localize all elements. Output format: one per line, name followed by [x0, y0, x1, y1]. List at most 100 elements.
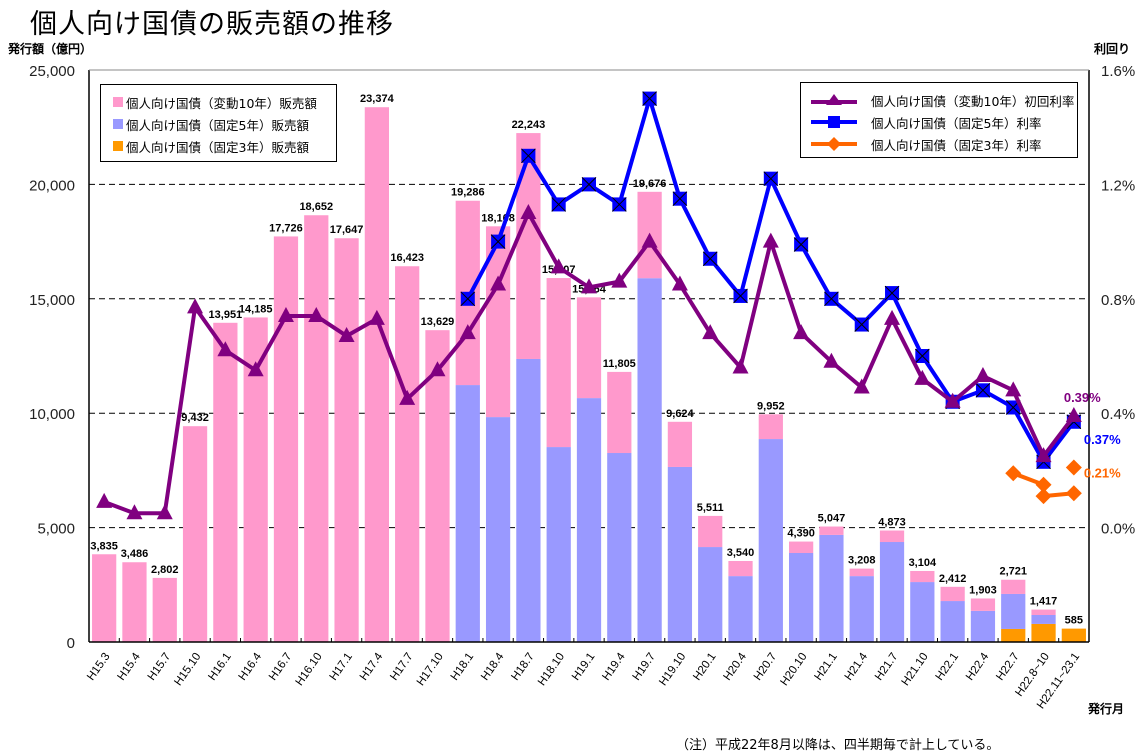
bar-floating10 — [546, 278, 571, 448]
square-marker-cross — [733, 288, 748, 304]
x-tick-label: H17.1 — [328, 651, 355, 683]
left-tick-label: 25,000 — [29, 63, 75, 80]
bar-fixed5 — [940, 601, 965, 642]
x-tick-label: H19.10 — [657, 651, 688, 688]
right-tick-label: 1.2% — [1101, 177, 1135, 194]
x-tick-label: H15.4 — [115, 650, 143, 683]
triangle-marker — [1005, 381, 1022, 397]
right-tick-label: 0.0% — [1101, 521, 1135, 538]
triangle-marker — [459, 324, 476, 340]
x-tick-label: H15.10 — [172, 651, 203, 688]
right-tick-label: 0.8% — [1101, 292, 1135, 309]
bar-floating10 — [152, 577, 177, 642]
bar-value-label: 17,726 — [269, 222, 303, 234]
x-tick-label: H20.10 — [778, 651, 809, 688]
bar-value-label: 19,286 — [451, 187, 485, 199]
bar-fixed3 — [1001, 628, 1026, 642]
triangle-marker — [793, 324, 810, 340]
x-tick-label: H20.4 — [722, 650, 750, 683]
x-tick-label: H20.7 — [752, 651, 779, 683]
right-tick-label: 1.6% — [1101, 63, 1135, 80]
bar-fixed5 — [637, 278, 662, 642]
bar-fixed5 — [546, 447, 571, 642]
bar-fixed3 — [1061, 628, 1086, 642]
square-marker — [854, 317, 870, 332]
square-marker-cross — [975, 382, 991, 398]
x-tick-label: H16.4 — [237, 650, 265, 683]
legend-item: 個人向け国債（固定5年）販売額 — [113, 113, 336, 135]
bar-value-label: 4,390 — [787, 528, 815, 540]
square-marker-cross — [581, 177, 597, 192]
legend-item: 個人向け国債（固定5年）利率 — [811, 111, 1077, 133]
triangle-marker — [823, 352, 840, 368]
triangle-marker — [247, 361, 264, 377]
bar-fixed5 — [607, 453, 632, 642]
right-tick-label: 0.4% — [1101, 406, 1135, 423]
bar-value-label: 13,951 — [209, 309, 243, 321]
bar-value-label: 18,652 — [299, 201, 333, 213]
right-axis-label: 利回り — [1094, 42, 1131, 56]
legend-label: 個人向け国債（固定3年）利率 — [871, 137, 1042, 153]
legend-rates: 個人向け国債（変動10年）初回利率 個人向け国債（固定5年）利率 個人向け国債（… — [800, 82, 1078, 158]
bar-floating10 — [970, 598, 996, 611]
triangle-marker — [974, 367, 991, 383]
bar-fixed5 — [728, 576, 753, 642]
x-tick-label: H21.7 — [873, 651, 900, 683]
bar-floating10 — [667, 421, 693, 467]
triangle-marker — [853, 378, 870, 394]
triangle-marker — [550, 258, 567, 274]
bar-value-label: 3,540 — [727, 547, 755, 559]
bar-fixed5 — [970, 610, 996, 642]
bar-value-label: 16,423 — [390, 252, 424, 264]
bar-floating10 — [698, 515, 723, 548]
x-tick-label: H22.1 — [934, 651, 961, 683]
bar-fixed5 — [789, 552, 814, 642]
bar-value-label: 1,417 — [1030, 596, 1058, 608]
x-tick-label: H19.4 — [600, 650, 628, 683]
x-tick-label: H18.10 — [536, 651, 567, 688]
bar-floating10 — [364, 107, 389, 642]
bar-fixed5 — [819, 534, 844, 642]
x-tick-label: H15.3 — [85, 651, 112, 683]
bar-floating10 — [182, 426, 208, 642]
left-tick-label: 5,000 — [37, 521, 75, 538]
footnote: （注）平成22年8月以降は、四半期毎で計上している。 — [676, 738, 1000, 753]
bar-value-label: 4,873 — [878, 517, 906, 529]
bar-value-label: 9,624 — [666, 408, 694, 420]
x-tick-label: H22.7 — [994, 651, 1021, 683]
triangle-marker — [429, 361, 446, 377]
bar-value-label: 585 — [1065, 615, 1083, 627]
bar-floating10 — [1001, 579, 1026, 594]
bar-floating10 — [910, 570, 935, 583]
square-marker-cross — [490, 234, 506, 249]
triangle-marker — [732, 358, 749, 374]
legend-swatch — [113, 119, 123, 129]
bar-floating10 — [425, 330, 450, 642]
bar-fixed5 — [879, 542, 905, 642]
triangle-marker — [277, 306, 294, 322]
square-marker — [672, 191, 688, 207]
square-marker-cross — [914, 348, 930, 364]
square-marker — [551, 197, 567, 212]
diamond-marker — [1005, 465, 1022, 482]
rate-lines — [96, 91, 1082, 520]
legend-label: 個人向け国債（変動10年）初回利率 — [871, 93, 1075, 109]
legend-sales: 個人向け国債（変動10年）販売額 個人向け国債（固定5年）販売額 個人向け国債（… — [100, 84, 337, 162]
triangle-marker — [914, 369, 931, 385]
bar-floating10 — [940, 586, 965, 602]
legend-item: 個人向け国債（変動10年）販売額 — [113, 91, 336, 113]
bar-value-label: 17,647 — [330, 224, 364, 236]
x-tick-label: H17.7 — [388, 651, 415, 683]
bar-value-label: 9,952 — [757, 400, 785, 412]
bar-floating10 — [849, 568, 874, 577]
bar-fixed5 — [455, 385, 480, 642]
square-marker-cross — [854, 317, 870, 332]
bar-floating10 — [819, 526, 844, 535]
bar-fixed5 — [667, 466, 693, 642]
legend-swatch — [113, 141, 123, 151]
rate-end-label: 0.37% — [1084, 432, 1121, 447]
legend-label: 個人向け国債（固定5年）販売額 — [126, 117, 309, 133]
triangle-marker — [490, 275, 507, 291]
x-tick-label: H20.1 — [691, 651, 718, 683]
